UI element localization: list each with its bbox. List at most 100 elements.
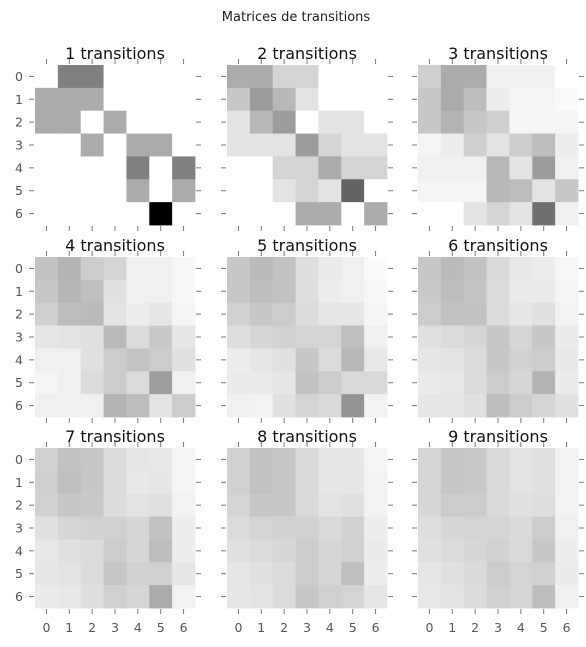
heatmap-cell — [341, 562, 365, 586]
y-tick-label: 0 — [15, 452, 23, 467]
x-tick-label: 0 — [234, 620, 242, 635]
heatmap-cell — [80, 585, 104, 609]
heatmap-cell — [249, 448, 274, 472]
heatmap-cell — [318, 394, 342, 418]
heatmap-cell — [486, 562, 510, 586]
y-tick-label: 1 — [15, 92, 23, 107]
heatmap-cell — [35, 539, 59, 563]
heatmap-cell — [103, 325, 127, 349]
heatmap-cell — [80, 87, 104, 112]
heatmap-cell — [418, 371, 442, 395]
heatmap-cell — [272, 156, 296, 180]
heatmap-cell — [532, 493, 556, 517]
heatmap-cell — [149, 585, 173, 609]
heatmap-cell — [227, 562, 251, 586]
heatmap-cell — [295, 133, 319, 157]
heatmap-cell — [418, 448, 442, 472]
heatmap-cell — [249, 348, 274, 372]
heatmap-cell — [440, 493, 465, 517]
heatmap-cell — [126, 325, 150, 349]
heatmap-cell — [341, 348, 365, 372]
heatmap-cell — [341, 371, 365, 395]
heatmap-cell — [463, 202, 487, 226]
heatmap-cell — [486, 325, 510, 349]
heatmap-cell — [509, 302, 533, 326]
heatmap-cell — [418, 257, 442, 281]
heatmap-cell — [149, 87, 173, 112]
heatmap-cell — [463, 448, 487, 472]
heatmap-cell — [486, 279, 510, 304]
heatmap-cell — [126, 470, 150, 495]
heatmap-cell — [57, 156, 82, 180]
heatmap-cell — [103, 539, 127, 563]
heatmap-cell — [126, 156, 150, 180]
heatmap-cell — [555, 202, 579, 226]
heatmap-cell — [249, 585, 274, 609]
heatmap-cell — [341, 87, 365, 112]
heatmap-cell — [486, 539, 510, 563]
heatmap-cell — [555, 371, 579, 395]
heatmap-cell — [172, 110, 196, 134]
heatmap-cell — [341, 585, 365, 609]
x-tick-label: 2 — [88, 620, 96, 635]
heatmap-cell — [172, 470, 196, 495]
heatmap-cell — [103, 179, 127, 203]
heatmap-cell — [57, 394, 82, 418]
y-tick-label: 6 — [15, 589, 23, 604]
heatmap-cell — [103, 156, 127, 180]
heatmap-cell — [532, 585, 556, 609]
heatmap-cell — [318, 539, 342, 563]
heatmap-cell — [227, 539, 251, 563]
x-tick-label: 5 — [540, 620, 548, 635]
x-tick-label: 3 — [303, 620, 311, 635]
heatmap-cell — [318, 279, 342, 304]
heatmap-cell — [126, 493, 150, 517]
heatmap-cell — [57, 65, 82, 89]
heatmap-cell — [555, 65, 579, 89]
heatmap-cell — [341, 302, 365, 326]
heatmap-cell — [249, 394, 274, 418]
heatmap-cell — [440, 279, 465, 304]
heatmap-cell — [418, 133, 442, 157]
heatmap-cell — [249, 179, 274, 203]
heatmap-cell — [341, 493, 365, 517]
heatmap-cell — [172, 133, 196, 157]
heatmap-cell — [80, 348, 104, 372]
heatmap-cell — [509, 562, 533, 586]
heatmap-cell — [149, 156, 173, 180]
heatmap-cell — [555, 348, 579, 372]
heatmap-cell — [126, 87, 150, 112]
heatmap-cell — [57, 202, 82, 226]
heatmap-cell — [272, 348, 296, 372]
heatmap-cell — [57, 562, 82, 586]
heatmap-cell — [341, 448, 365, 472]
heatmap-cell — [126, 562, 150, 586]
heatmap-cell — [418, 348, 442, 372]
heatmap-cell — [272, 110, 296, 134]
heatmap-cell — [318, 87, 342, 112]
heatmap-cell — [249, 156, 274, 180]
heatmap-cell — [272, 133, 296, 157]
panel-title: 6 transitions — [448, 236, 548, 255]
heatmap-cell — [341, 110, 365, 134]
heatmap-cell — [463, 302, 487, 326]
heatmap-cell — [57, 257, 82, 281]
y-tick-label: 4 — [15, 160, 23, 175]
heatmap-cell — [555, 516, 579, 540]
heatmap-cell — [103, 202, 127, 226]
heatmap-cell — [272, 87, 296, 112]
heatmap-cell — [318, 562, 342, 586]
heatmap-cell — [555, 133, 579, 157]
heatmap-cell — [463, 394, 487, 418]
heatmap-cell — [486, 110, 510, 134]
heatmap-cell — [440, 156, 465, 180]
heatmap-cell — [295, 302, 319, 326]
heatmap-cell — [249, 371, 274, 395]
x-tick-label: 4 — [134, 620, 142, 635]
heatmap-cell — [126, 179, 150, 203]
heatmap-cell — [227, 516, 251, 540]
heatmap-panel-5: 5 transitions — [221, 236, 393, 423]
heatmap-cell — [272, 448, 296, 472]
heatmap-cell — [463, 348, 487, 372]
heatmap-cell — [149, 493, 173, 517]
